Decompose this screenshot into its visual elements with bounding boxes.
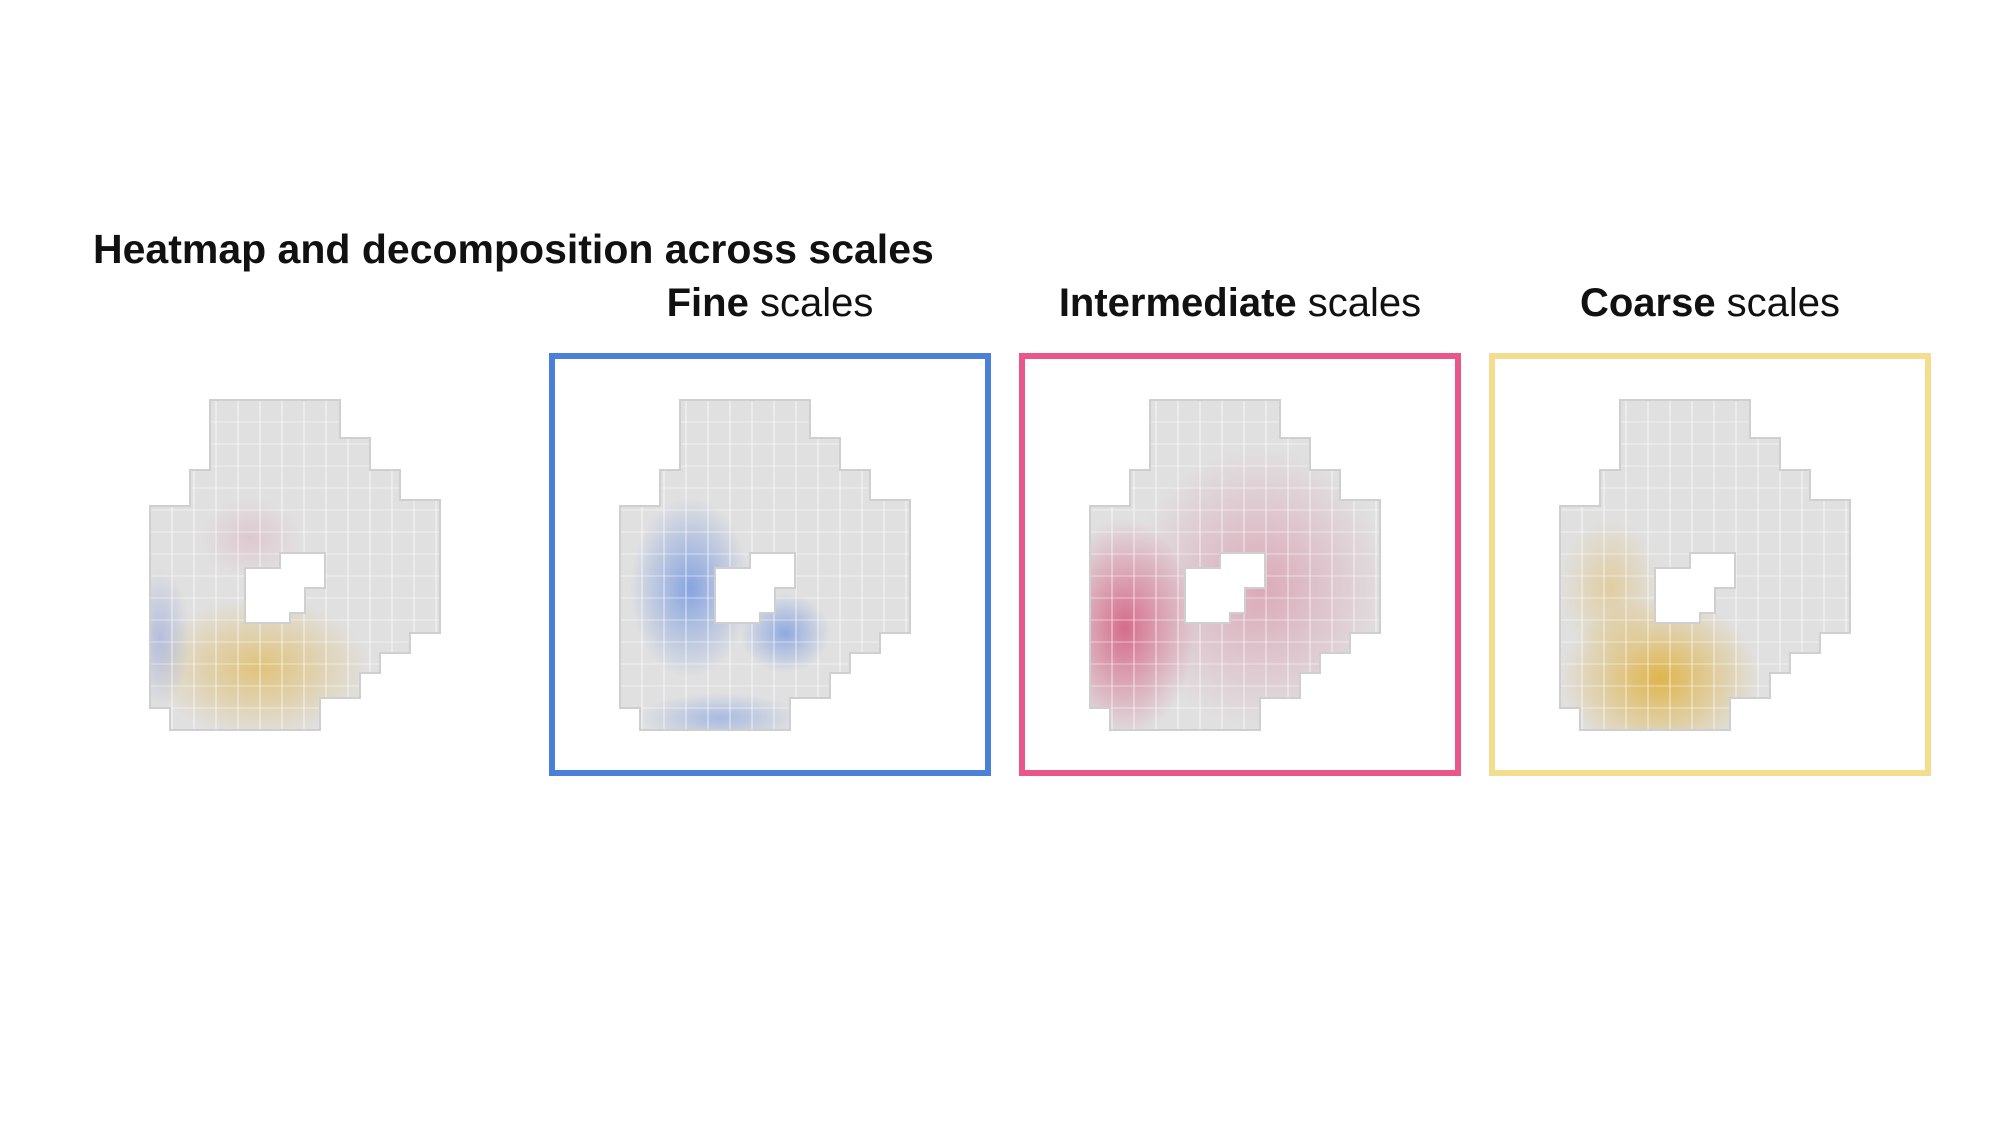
heatmap-voxel-render [140,388,460,748]
voxel-shape-icon [149,399,441,731]
intermediate-scales-voxel-render [1080,388,1400,748]
coarse-scales-voxel-render [1550,388,1870,748]
intermediate-scales-label-bold: Intermediate [1058,281,1297,325]
fine-scales-label-rest: scales [748,281,874,325]
voxel-shape-icon [1089,399,1381,731]
coarse-scales-label-bold: Coarse [1579,281,1716,325]
fine-scales-frame [549,353,991,776]
intermediate-scales-label-rest: scales [1296,281,1422,325]
fine-scales-label-bold: Fine [666,281,749,325]
coarse-scales-label: Coarse scales [1489,278,1931,328]
intermediate-scales-frame [1019,353,1461,776]
fine-scales-label: Fine scales [549,278,991,328]
coarse-scales-label-rest: scales [1715,281,1841,325]
fine-scales-voxel-render [610,388,930,748]
voxel-shape-icon [619,399,911,731]
intermediate-scales-label: Intermediate scales [1019,278,1461,328]
voxel-shape-icon [1559,399,1851,731]
coarse-scales-frame [1489,353,1931,776]
figure-title: Heatmap and decomposition across scales [93,226,934,272]
